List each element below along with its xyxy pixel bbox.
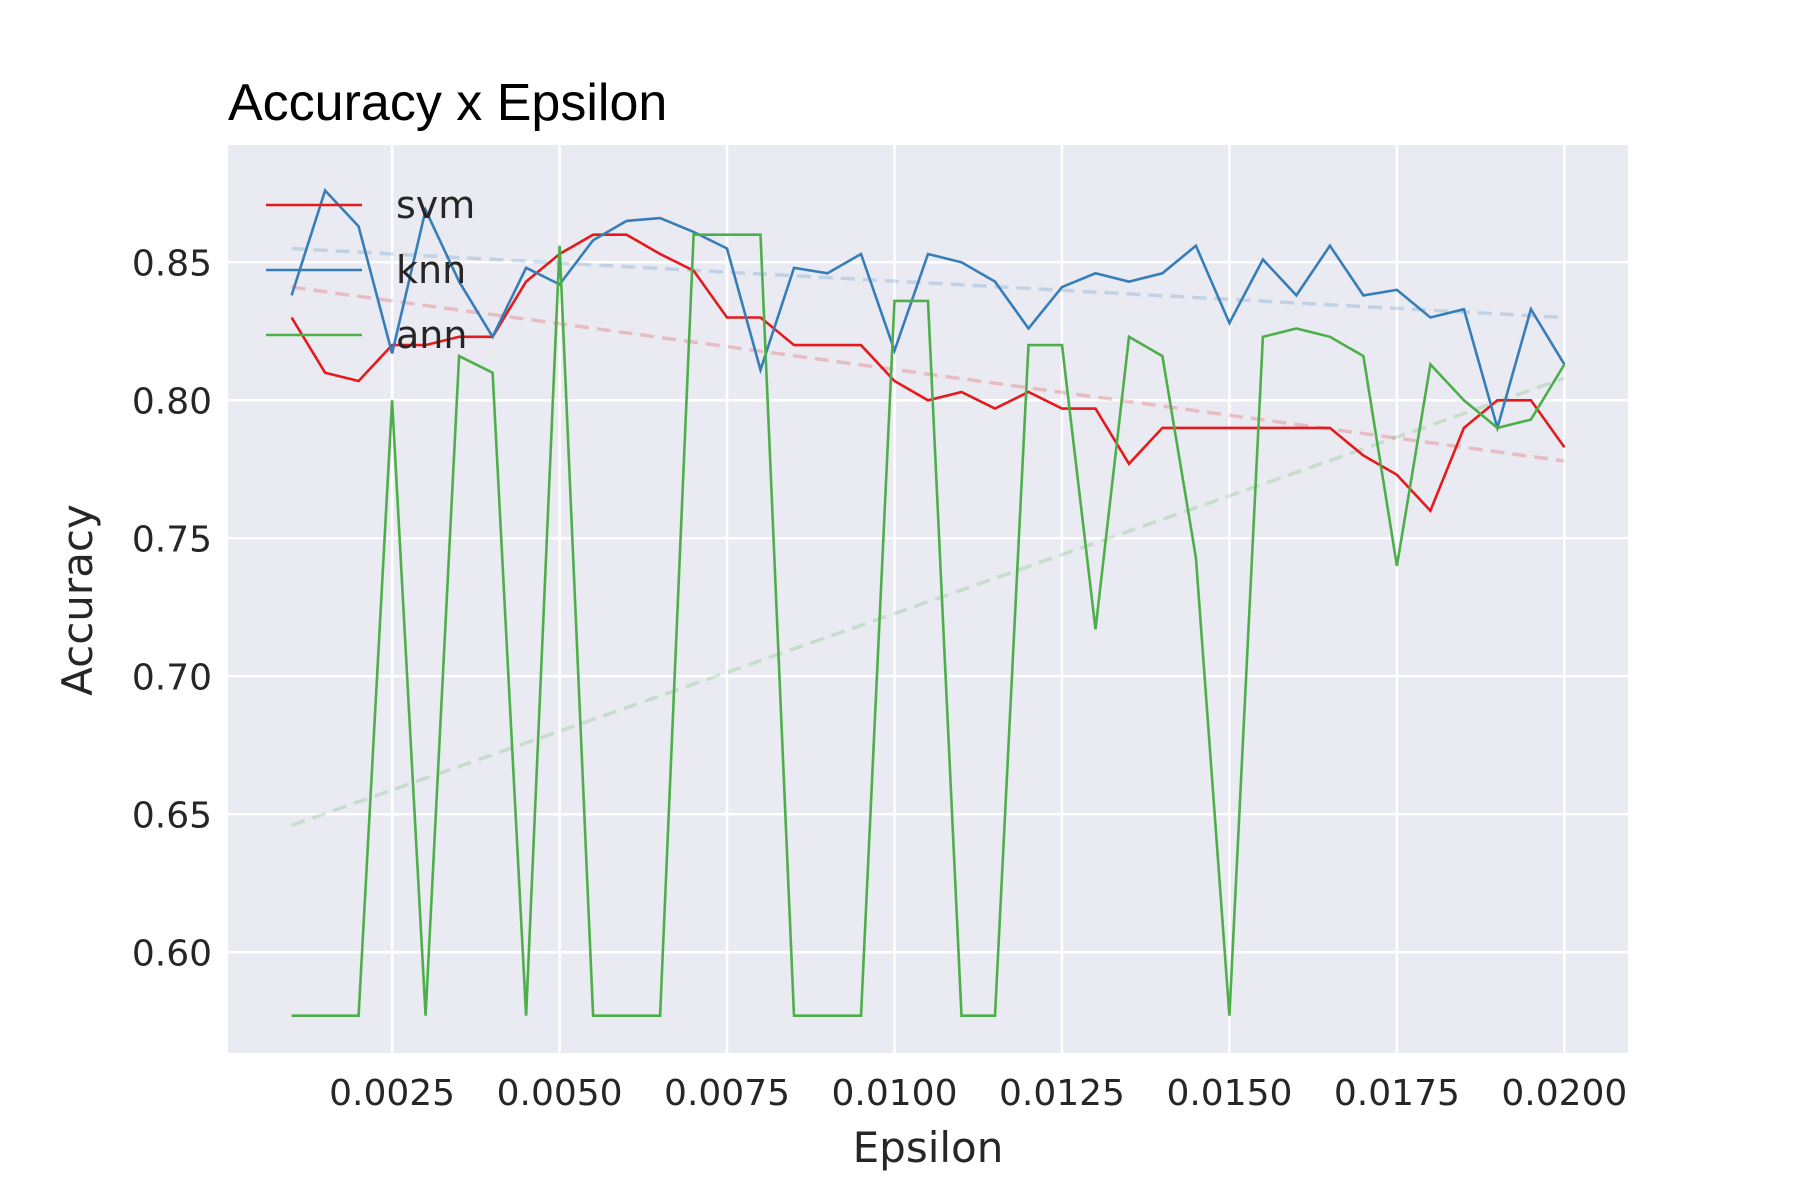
- y-tick-label: 0.65: [132, 795, 212, 836]
- trend-line-ann: [291, 376, 1565, 827]
- series-line-ann: [291, 233, 1566, 1018]
- trend-line-svm: [291, 285, 1565, 463]
- legend: svm knn ann: [266, 183, 475, 357]
- legend-label-svm: svm: [396, 183, 475, 227]
- series-lines: [290, 187, 1566, 1018]
- y-tick-labels: 0.60 0.65 0.70 0.75 0.80 0.85: [132, 243, 212, 974]
- y-tick-label: 0.80: [132, 381, 212, 422]
- x-tick-labels: 0.0025 0.0050 0.0075 0.0100 0.0125 0.0150 0.01…: [329, 1073, 1627, 1114]
- y-tick-label: 0.60: [132, 933, 212, 974]
- x-tick-label: 0.0150: [1166, 1073, 1292, 1114]
- x-tick-label: 0.0050: [497, 1073, 623, 1114]
- x-tick-label: 0.0025: [329, 1073, 455, 1114]
- x-tick-label: 0.0075: [664, 1073, 790, 1114]
- x-tick-label: 0.0125: [999, 1073, 1125, 1114]
- x-tick-label: 0.0175: [1334, 1073, 1460, 1114]
- trend-lines: [291, 246, 1565, 827]
- x-tick-label: 0.0200: [1501, 1073, 1627, 1114]
- grid-lines: [228, 145, 1628, 1053]
- y-tick-label: 0.70: [132, 657, 212, 698]
- x-axis-label: Epsilon: [853, 1123, 1004, 1172]
- trend-line-knn: [291, 246, 1565, 320]
- y-tick-label: 0.75: [132, 519, 212, 560]
- legend-label-knn: knn: [396, 248, 466, 292]
- series-line-knn: [290, 187, 1566, 433]
- y-axis-label: Accuracy: [53, 504, 102, 696]
- chart-title: Accuracy x Epsilon: [228, 74, 667, 132]
- plot-area: [228, 145, 1628, 1053]
- series-line-svm: [290, 233, 1566, 514]
- legend-label-ann: ann: [396, 313, 467, 357]
- y-tick-label: 0.85: [132, 243, 212, 284]
- x-tick-label: 0.0100: [832, 1073, 958, 1114]
